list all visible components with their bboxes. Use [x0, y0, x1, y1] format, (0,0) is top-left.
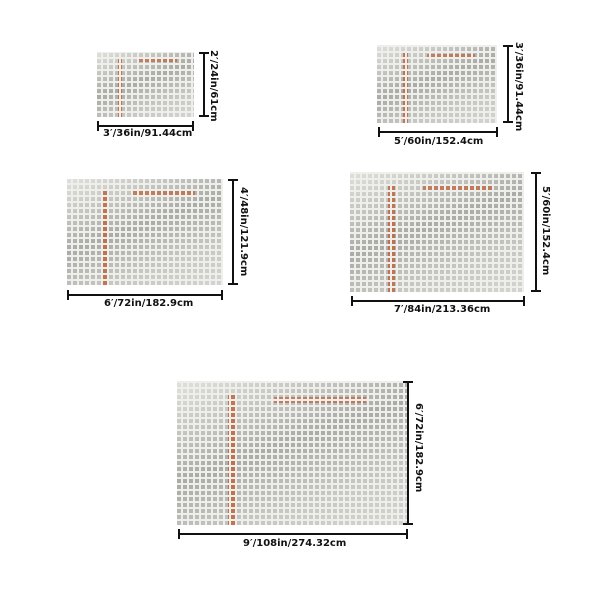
- width-label: 5′/60in/152.4cm: [394, 136, 484, 147]
- width-dimension-line: [97, 121, 194, 131]
- rug-5x7: [350, 172, 524, 292]
- width-label: 6′/72in/182.9cm: [104, 298, 194, 309]
- width-label: 9′/108in/274.32cm: [243, 538, 347, 549]
- width-label: 3′/36in/91.44cm: [103, 128, 193, 139]
- width-dimension-line: [178, 529, 408, 539]
- height-label: 3′/36in/91.44cm: [513, 42, 524, 132]
- height-dimension-line: [228, 179, 238, 285]
- width-label: 7′/84in/213.36cm: [394, 304, 491, 315]
- height-dimension-line: [199, 52, 209, 117]
- height-label: 6′/72in/182.9cm: [413, 403, 424, 493]
- rug-4x6: [67, 179, 223, 285]
- height-label: 5′/60in/152.4cm: [540, 186, 551, 276]
- height-dimension-line: [403, 381, 413, 525]
- height-dimension-line: [503, 45, 513, 123]
- width-dimension-line: [67, 290, 223, 300]
- height-dimension-line: [531, 172, 541, 292]
- rug-6x9: [177, 381, 407, 525]
- height-label: 2′/24in/61cm: [208, 50, 219, 122]
- height-label: 4′/48in/121.9cm: [238, 187, 249, 277]
- rug-3x5: [377, 45, 497, 123]
- width-dimension-line: [378, 127, 498, 137]
- rug-2x3: [97, 52, 194, 117]
- width-dimension-line: [351, 296, 525, 306]
